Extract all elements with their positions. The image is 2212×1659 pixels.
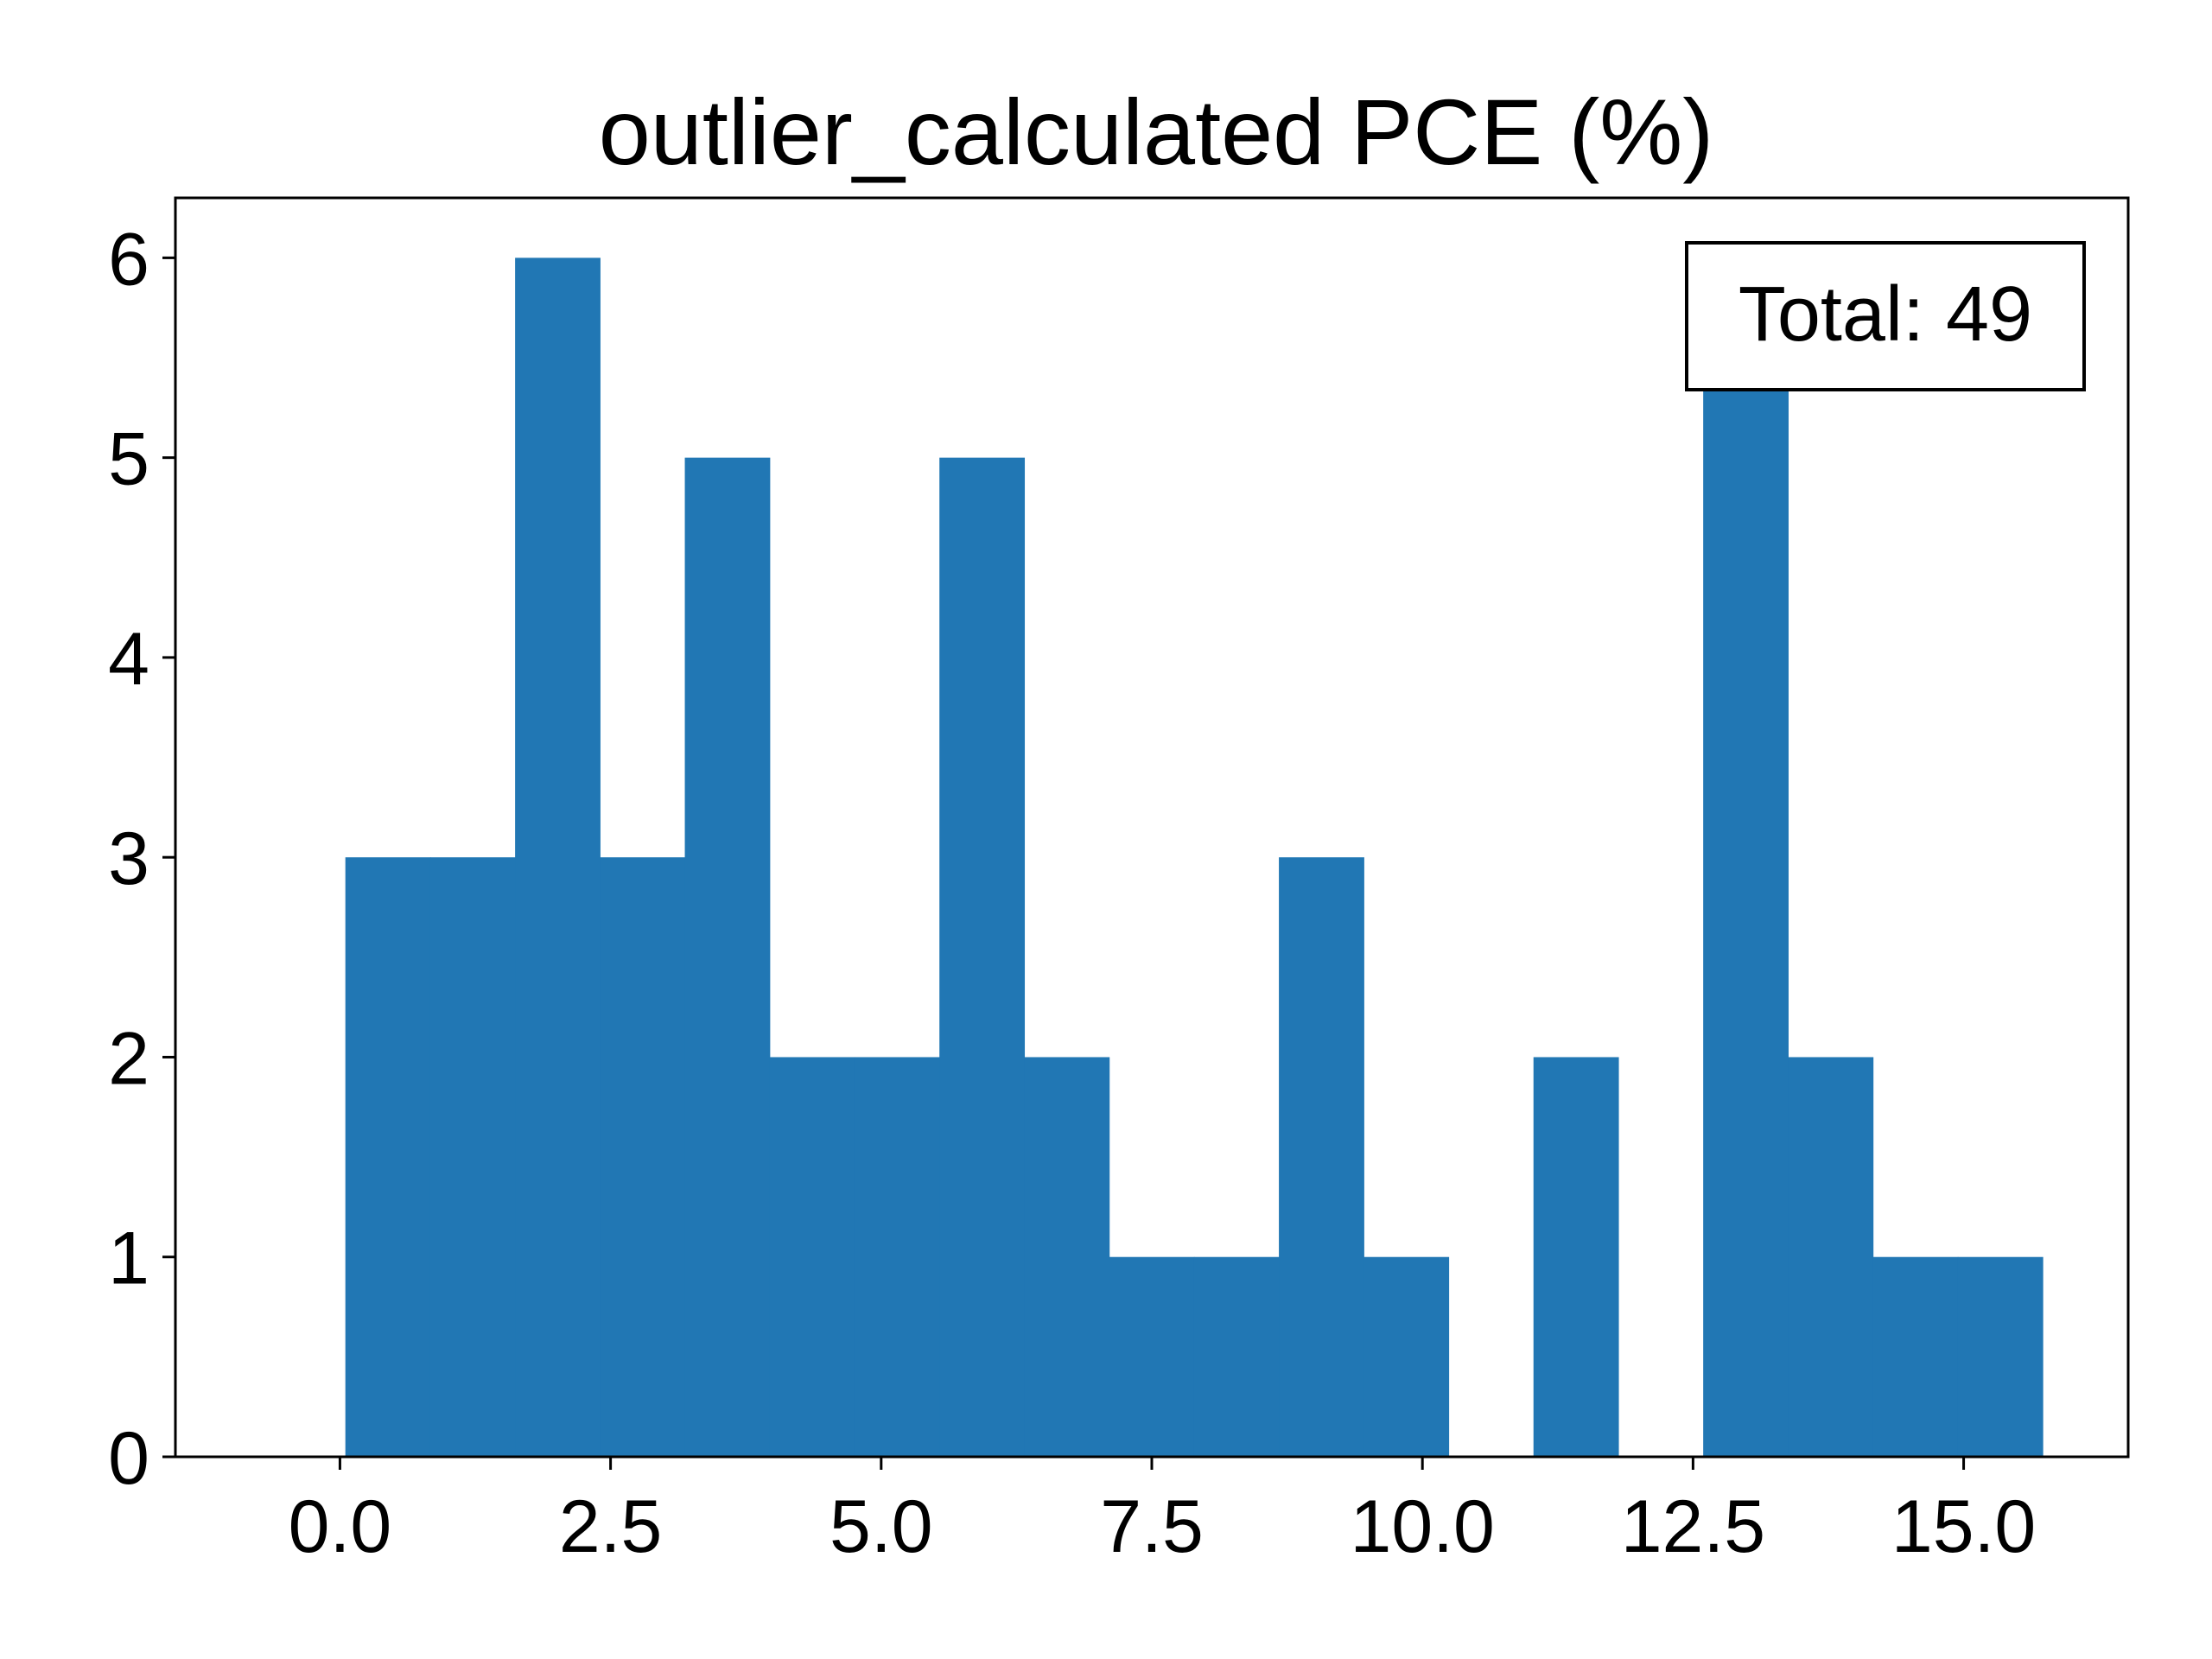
histogram-bar — [769, 1057, 855, 1457]
x-tick-label: 7.5 — [1100, 1485, 1204, 1568]
x-tick-label: 5.0 — [830, 1485, 933, 1568]
histogram-bar — [1109, 1256, 1195, 1457]
histogram-bar — [429, 857, 516, 1457]
histogram-bar — [939, 457, 1026, 1457]
y-axis-ticks: 0 1 2 3 4 5 6 — [108, 218, 175, 1500]
y-tick-label: 4 — [108, 618, 149, 701]
y-tick-label: 3 — [108, 817, 149, 900]
x-tick-label: 10.0 — [1350, 1485, 1494, 1568]
y-tick-label: 2 — [108, 1017, 149, 1100]
histogram-bar — [345, 857, 431, 1457]
histogram-bar — [684, 457, 771, 1457]
y-tick-label: 0 — [108, 1417, 149, 1500]
histogram-bar — [600, 857, 686, 1457]
histogram-bar — [1872, 1256, 1959, 1457]
histogram-bar — [1024, 1057, 1110, 1457]
x-tick-label: 15.0 — [1891, 1485, 2036, 1568]
total-annotation: Total: 49 — [1685, 241, 2086, 391]
total-annotation-text: Total: 49 — [1738, 271, 2032, 358]
x-tick-label: 0.0 — [289, 1485, 392, 1568]
x-axis-ticks: 0.0 2.5 5.0 7.5 10.0 12.5 15.0 — [289, 1457, 2036, 1568]
histogram-bar — [1533, 1057, 1619, 1457]
y-tick-label: 1 — [108, 1217, 149, 1300]
total-annotation-box — [1685, 241, 2086, 391]
histogram-bar — [854, 1057, 940, 1457]
y-tick-label: 5 — [108, 418, 149, 501]
histogram-bar — [1193, 1256, 1280, 1457]
chart-title: outlier_calculated PCE (%) — [599, 79, 1714, 184]
x-tick-label: 2.5 — [559, 1485, 663, 1568]
histogram-bar — [1957, 1256, 2044, 1457]
histogram-bar — [1703, 257, 1789, 1457]
x-tick-label: 12.5 — [1621, 1485, 1765, 1568]
y-tick-label: 6 — [108, 218, 149, 301]
histogram-bar — [1363, 1256, 1450, 1457]
bars-group — [345, 257, 2044, 1457]
histogram-bar — [1279, 857, 1364, 1457]
histogram-bar — [1788, 1057, 1874, 1457]
histogram-bar — [515, 257, 601, 1457]
